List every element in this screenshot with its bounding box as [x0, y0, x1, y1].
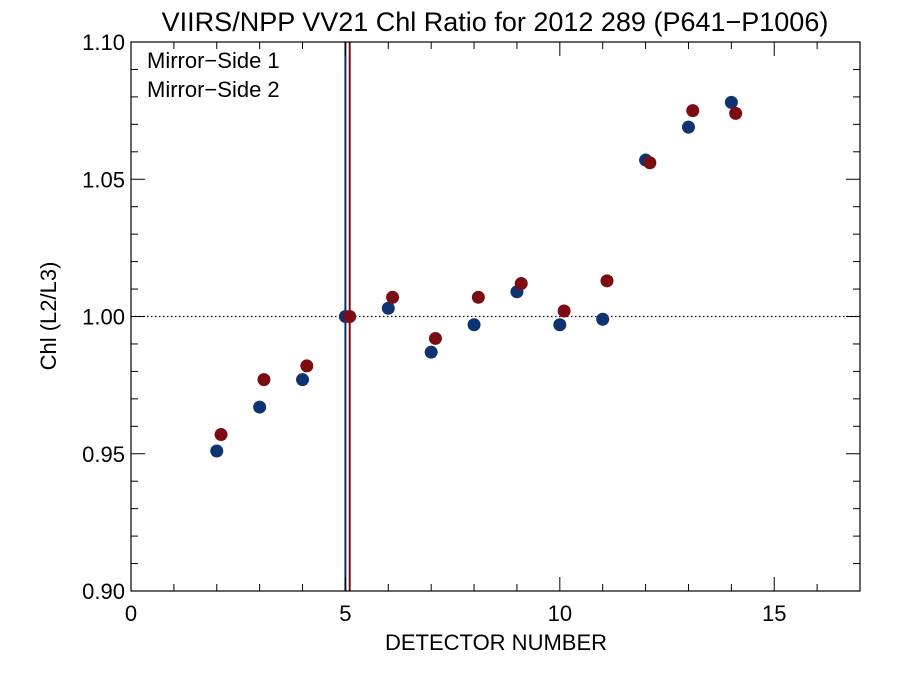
- data-point-mirror-side-1: [724, 95, 738, 109]
- data-point-mirror-side-2: [214, 428, 228, 442]
- data-point-mirror-side-1: [681, 120, 695, 134]
- x-tick-label: 15: [762, 601, 786, 626]
- data-point-mirror-side-2: [686, 104, 700, 118]
- y-axis-label: Chl (L2/L3): [36, 262, 61, 371]
- data-point-mirror-side-1: [210, 444, 224, 458]
- x-tick-label: 0: [125, 601, 137, 626]
- y-tick-label: 1.00: [82, 305, 125, 330]
- data-point-mirror-side-2: [471, 290, 485, 304]
- data-point-mirror-side-1: [381, 301, 395, 315]
- plot-area: [131, 42, 860, 591]
- data-point-mirror-side-1: [424, 345, 438, 359]
- legend-entry-mirror-side-2: Mirror−Side 2: [147, 77, 280, 102]
- x-axis-label: DETECTOR NUMBER: [385, 630, 607, 655]
- data-point-mirror-side-1: [253, 400, 267, 414]
- x-tick-label: 5: [339, 601, 351, 626]
- data-point-mirror-side-1: [553, 318, 567, 332]
- data-point-mirror-side-2: [643, 156, 657, 170]
- data-points: [210, 95, 743, 458]
- chart-title: VIIRS/NPP VV21 Chl Ratio for 2012 289 (P…: [162, 7, 829, 37]
- data-point-mirror-side-1: [296, 373, 310, 387]
- plot-frame: [130, 41, 861, 592]
- y-tick-label: 1.10: [82, 30, 125, 55]
- y-tick-label: 0.95: [82, 442, 125, 467]
- legend: Mirror−Side 1 Mirror−Side 2: [147, 48, 280, 102]
- x-tick-label: 10: [548, 601, 572, 626]
- data-point-mirror-side-2: [428, 331, 442, 345]
- y-tick-label: 0.90: [82, 579, 125, 604]
- data-point-mirror-side-1: [467, 318, 481, 332]
- data-point-mirror-side-2: [514, 277, 528, 291]
- data-point-mirror-side-2: [386, 290, 400, 304]
- data-point-mirror-side-2: [729, 106, 743, 120]
- data-point-mirror-side-2: [557, 304, 571, 318]
- data-point-mirror-side-2: [300, 359, 314, 373]
- data-point-mirror-side-2: [600, 274, 614, 288]
- y-tick-label: 1.05: [82, 167, 125, 192]
- data-point-mirror-side-2: [343, 310, 357, 323]
- axis-ticks: 0 5 10 15 0.90 0.95 1.00 1.05 1.10: [82, 30, 861, 626]
- data-point-mirror-side-2: [257, 373, 271, 387]
- legend-entry-mirror-side-1: Mirror−Side 1: [147, 48, 280, 73]
- data-point-mirror-side-1: [596, 312, 610, 326]
